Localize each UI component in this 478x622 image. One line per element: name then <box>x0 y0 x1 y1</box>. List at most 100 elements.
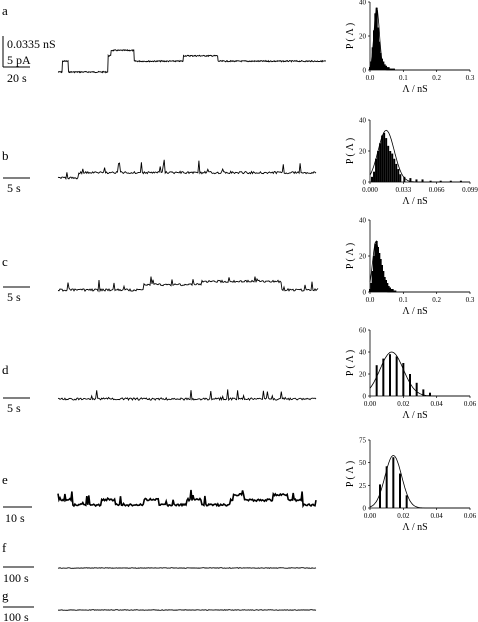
hist-bar <box>381 265 383 292</box>
hist-x-tick-label: 0.0 <box>366 296 375 304</box>
panel-label-b: b <box>2 148 9 163</box>
hist-bar <box>383 64 386 70</box>
current-traces <box>57 49 326 611</box>
hist-bar <box>370 61 373 70</box>
hist-bar <box>422 389 425 396</box>
hist-x-tick-label: 0.2 <box>432 296 441 304</box>
hist-bar <box>375 241 378 292</box>
hist-bar <box>385 466 388 508</box>
hist-bar <box>381 135 384 182</box>
hist-bar <box>383 277 386 292</box>
hist-bar <box>379 143 382 182</box>
hist-bar <box>389 68 391 70</box>
hist-bar <box>369 289 371 292</box>
hist-bar <box>429 392 431 396</box>
hist-x-tick-label: 0.099 <box>462 186 478 194</box>
hist-bar <box>397 169 400 182</box>
hist-y-tick-label: 20 <box>359 253 367 261</box>
trace-f <box>57 567 317 569</box>
hist-y-tick-label: 0 <box>363 393 367 401</box>
trace-e <box>57 489 317 509</box>
hist-bar <box>439 180 442 182</box>
hist-bar <box>369 67 371 70</box>
hist-bar <box>391 68 394 70</box>
hist-y-tick-label: 40 <box>359 217 367 225</box>
hist-bar <box>371 271 374 292</box>
hist-bar <box>385 280 387 292</box>
hist-bar <box>387 67 390 70</box>
hist-x-axis-label: Λ / nS <box>402 522 427 533</box>
hist-bar <box>415 382 418 396</box>
hist-fit-curve <box>369 351 470 397</box>
hist-bar <box>449 180 452 182</box>
hist-bar <box>429 180 432 182</box>
hist-bar <box>374 244 377 292</box>
hist-bar <box>409 374 411 396</box>
hist-x-tick-label: 0.2 <box>432 74 441 82</box>
scale-label-g: 100 s <box>3 610 29 622</box>
scale-label-f: 100 s <box>3 571 29 585</box>
panel-label-d: d <box>2 362 9 377</box>
hist-bar <box>373 30 375 70</box>
hist-bar <box>393 290 395 292</box>
scale-label-c: 5 s <box>7 290 21 304</box>
hist-y-axis-label: P ( Λ ) <box>345 243 356 269</box>
hist-bar <box>370 283 373 292</box>
hist-bar <box>402 363 405 396</box>
hist-x-tick-label: 0.06 <box>464 512 477 520</box>
panel-label-e: e <box>2 472 8 487</box>
hist-x-tick-label: 0.3 <box>466 74 475 82</box>
hist-y-tick-label: 0 <box>363 289 367 297</box>
hist-bar <box>409 178 412 182</box>
hist-x-tick-label: 0.00 <box>364 512 377 520</box>
hist-y-tick-label: 0 <box>363 179 367 187</box>
hist-x-tick-label: 0.04 <box>431 512 444 520</box>
scale-label-e: 10 s <box>5 511 25 525</box>
hist-bar <box>383 132 386 182</box>
hist-y-tick-label: 60 <box>359 327 367 335</box>
hist-x-tick-label: 0.00 <box>364 400 377 408</box>
hist-x-axis-label: Λ / nS <box>402 84 427 95</box>
hist-x-axis-label: Λ / nS <box>402 196 427 207</box>
hist-y-tick-label: 20 <box>359 371 367 379</box>
hist-y-axis-label: P ( Λ ) <box>345 23 356 49</box>
hist-y-tick-label: 25 <box>359 482 367 490</box>
hist-y-tick-label: 0 <box>363 67 367 75</box>
hist-bar <box>373 171 376 182</box>
histogram-d: 0.00 0.02 0.04 0.06 0 20 40 60 Λ / nS P ( Λ ) <box>345 327 477 422</box>
hist-bar <box>399 473 401 508</box>
hist-x-tick-label: 0.033 <box>395 186 411 194</box>
hist-y-axis-label: P ( Λ ) <box>345 461 356 487</box>
hist-bar <box>381 58 383 70</box>
hist-bar <box>403 176 406 182</box>
hist-y-tick-label: 20 <box>359 33 367 41</box>
trace-b <box>57 159 317 180</box>
trace-g <box>57 609 317 611</box>
trace-d <box>57 389 317 402</box>
hist-y-tick-label: 40 <box>359 349 367 357</box>
hist-bar <box>389 287 391 292</box>
hist-x-tick-label: 0.04 <box>431 400 444 408</box>
hist-bar <box>377 247 379 292</box>
hist-bar <box>375 365 378 396</box>
hist-bar <box>382 271 385 292</box>
hist-x-tick-label: 0.0 <box>366 74 375 82</box>
hist-bar <box>393 68 395 70</box>
hist-bar <box>393 158 396 182</box>
histogram-a: 0.0 0.1 0.2 0.3 0 20 40 Λ / nS P ( Λ ) <box>345 0 475 95</box>
hist-x-tick-label: 0.02 <box>397 512 410 520</box>
hist-bar <box>378 253 381 292</box>
scale-label-conductance: 0.0335 nS <box>7 37 56 51</box>
hist-bar <box>379 53 382 70</box>
hist-bar <box>379 484 381 508</box>
hist-bar <box>392 457 395 508</box>
hist-fit-curve <box>369 455 470 509</box>
hist-bar <box>399 174 402 182</box>
panel-label-f: f <box>2 540 7 555</box>
hist-y-axis-label: P ( Λ ) <box>345 350 356 376</box>
hist-x-axis-label: Λ / nS <box>402 410 427 421</box>
hist-y-tick-label: 0 <box>363 505 367 513</box>
hist-bar <box>382 358 385 396</box>
hist-bar <box>421 179 424 182</box>
